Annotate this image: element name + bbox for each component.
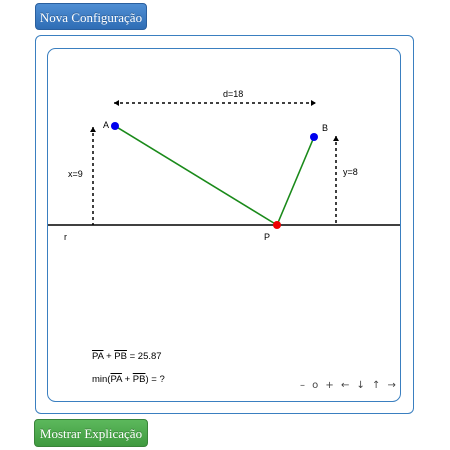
formula-plus: + [103, 351, 115, 362]
label-a: A [103, 120, 109, 130]
point-p[interactable] [273, 221, 281, 229]
min-plus: + [121, 374, 133, 385]
min-formula: min(PA + PB) = ? [92, 374, 165, 385]
zoom-in-button[interactable]: + [325, 380, 334, 391]
label-height-b: y=8 [343, 167, 358, 177]
pan-left-button[interactable]: ← [340, 380, 350, 391]
label-distance: d=18 [223, 89, 243, 99]
segment-pa [114, 125, 278, 226]
formula-sum-value: = 25.87 [126, 351, 162, 362]
label-p: P [264, 232, 270, 242]
label-b: B [322, 123, 328, 133]
navigation-bar: – o + ← ↓ ↑ → [300, 380, 396, 391]
point-a[interactable] [111, 122, 119, 130]
height-b-arrow [333, 136, 339, 141]
min-pb: PB [132, 374, 146, 385]
distance-arrow-left [114, 100, 119, 106]
reset-zoom-button[interactable]: o [312, 380, 319, 391]
label-height-a: x=9 [68, 169, 83, 179]
min-prefix: min( [92, 374, 111, 385]
show-explanation-button[interactable]: Mostrar Explicação [34, 419, 148, 447]
height-a-arrow [90, 127, 96, 132]
new-configuration-button[interactable]: Nova Configuração [35, 3, 147, 30]
label-r: r [64, 232, 67, 242]
formula-pb: PB [114, 351, 127, 362]
zoom-out-button[interactable]: – [300, 380, 305, 391]
segment-pb [276, 136, 315, 226]
pan-up-button[interactable]: ↑ [372, 380, 381, 391]
pan-right-button[interactable]: → [387, 380, 396, 391]
min-pa: PA [110, 374, 122, 385]
point-b[interactable] [310, 133, 318, 141]
sum-formula: PA + PB = 25.87 [92, 351, 162, 362]
formula-pa: PA [92, 351, 104, 362]
min-suffix: ) = ? [145, 374, 165, 385]
pan-down-button[interactable]: ↓ [356, 380, 365, 391]
distance-arrow-right [311, 100, 316, 106]
